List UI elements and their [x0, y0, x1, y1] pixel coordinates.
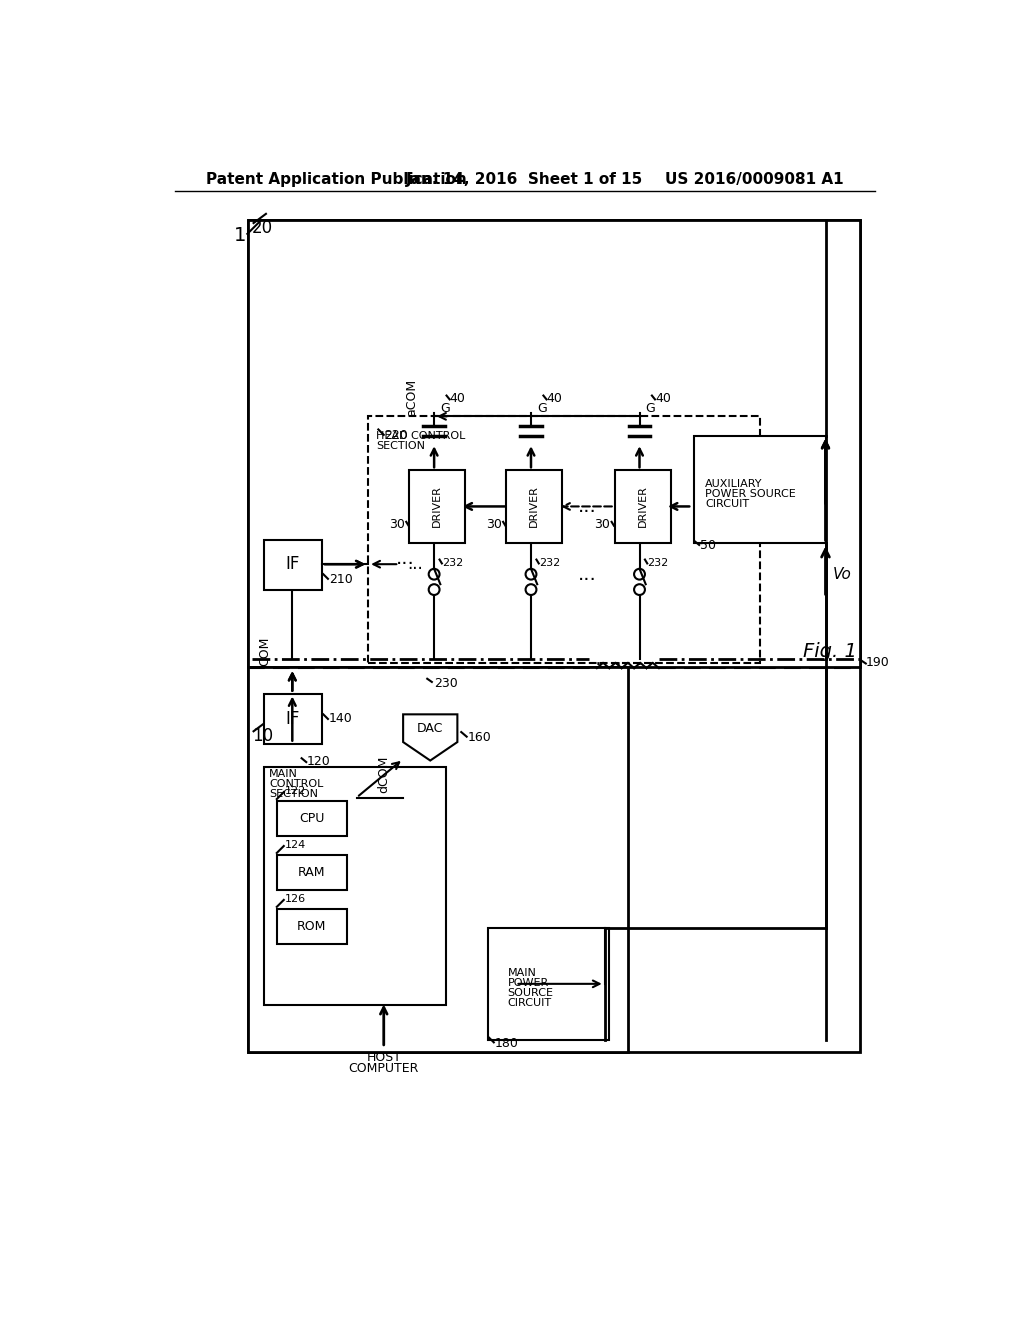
Text: 120: 120	[306, 755, 330, 768]
Text: CIRCUIT: CIRCUIT	[508, 998, 552, 1008]
Text: COM: COM	[258, 636, 271, 665]
Text: HEAD CONTROL: HEAD CONTROL	[376, 430, 465, 441]
Text: SECTION: SECTION	[376, 441, 425, 450]
Text: 30: 30	[485, 517, 502, 531]
Text: 190: 190	[866, 656, 890, 669]
Text: Patent Application Publication: Patent Application Publication	[206, 173, 466, 187]
Text: DRIVER: DRIVER	[529, 486, 539, 528]
Text: DRIVER: DRIVER	[638, 486, 647, 528]
Text: .: .	[595, 649, 602, 669]
Text: aCOM: aCOM	[406, 379, 419, 416]
Text: G: G	[538, 403, 547, 416]
FancyBboxPatch shape	[248, 220, 860, 1052]
Text: 1: 1	[233, 226, 246, 246]
Text: SECTION: SECTION	[269, 789, 318, 800]
Text: CONTROL: CONTROL	[269, 779, 324, 789]
Text: G: G	[440, 403, 451, 416]
Text: 232: 232	[647, 557, 669, 568]
FancyBboxPatch shape	[263, 540, 322, 590]
Text: 50: 50	[700, 539, 716, 552]
FancyBboxPatch shape	[263, 767, 445, 1006]
FancyBboxPatch shape	[276, 909, 346, 944]
FancyBboxPatch shape	[276, 801, 346, 836]
Text: IF: IF	[285, 556, 299, 573]
Text: 40: 40	[547, 392, 562, 405]
Text: 232: 232	[442, 557, 463, 568]
Text: DAC: DAC	[417, 722, 443, 735]
Text: AUXILIARY: AUXILIARY	[706, 479, 763, 490]
Text: POWER SOURCE: POWER SOURCE	[706, 490, 796, 499]
Text: dCOM: dCOM	[377, 756, 390, 793]
Text: G: G	[646, 403, 655, 416]
Text: 30: 30	[389, 517, 404, 531]
FancyBboxPatch shape	[248, 220, 860, 667]
Text: 122: 122	[285, 787, 306, 796]
Text: 40: 40	[450, 392, 466, 405]
Text: IF: IF	[285, 710, 299, 727]
Text: ...: ...	[407, 556, 423, 573]
Text: 124: 124	[285, 841, 306, 850]
Text: 232: 232	[539, 557, 560, 568]
Text: 160: 160	[467, 731, 492, 744]
Text: POWER: POWER	[508, 978, 549, 989]
Text: 20: 20	[252, 219, 273, 236]
FancyBboxPatch shape	[614, 470, 671, 544]
Text: DRIVER: DRIVER	[432, 486, 442, 528]
FancyBboxPatch shape	[488, 928, 608, 1040]
Text: ...: ...	[578, 565, 596, 583]
Text: HOST: HOST	[367, 1051, 401, 1064]
FancyBboxPatch shape	[693, 436, 825, 544]
Text: 40: 40	[655, 392, 671, 405]
Polygon shape	[403, 714, 458, 760]
Text: COMPUTER: COMPUTER	[348, 1063, 419, 1074]
FancyBboxPatch shape	[506, 470, 562, 544]
Text: US 2016/0009081 A1: US 2016/0009081 A1	[666, 173, 844, 187]
Text: Jan. 14, 2016  Sheet 1 of 15: Jan. 14, 2016 Sheet 1 of 15	[407, 173, 643, 187]
FancyBboxPatch shape	[410, 470, 465, 544]
Text: .: .	[635, 649, 642, 669]
Text: CIRCUIT: CIRCUIT	[706, 499, 750, 510]
Text: SOURCE: SOURCE	[508, 989, 554, 998]
Text: 210: 210	[329, 573, 352, 586]
FancyBboxPatch shape	[276, 855, 346, 890]
FancyBboxPatch shape	[263, 693, 322, 743]
Text: 126: 126	[285, 894, 306, 904]
Text: MAIN: MAIN	[508, 968, 537, 978]
Text: MAIN: MAIN	[269, 770, 298, 779]
Text: 220: 220	[385, 429, 409, 442]
Text: 140: 140	[329, 713, 352, 726]
FancyBboxPatch shape	[248, 667, 628, 1052]
Text: 30: 30	[594, 517, 610, 531]
Text: 10: 10	[252, 727, 273, 744]
Text: RAM: RAM	[298, 866, 326, 879]
Text: ROM: ROM	[297, 920, 327, 933]
Text: 180: 180	[495, 1036, 518, 1049]
Text: ...: ...	[578, 496, 596, 516]
Text: 230: 230	[434, 677, 458, 690]
Text: CPU: CPU	[299, 812, 325, 825]
Text: Vo: Vo	[834, 566, 852, 582]
Text: Fig. 1: Fig. 1	[803, 642, 856, 661]
Text: .: .	[615, 649, 622, 669]
Text: ...: ...	[395, 549, 414, 569]
